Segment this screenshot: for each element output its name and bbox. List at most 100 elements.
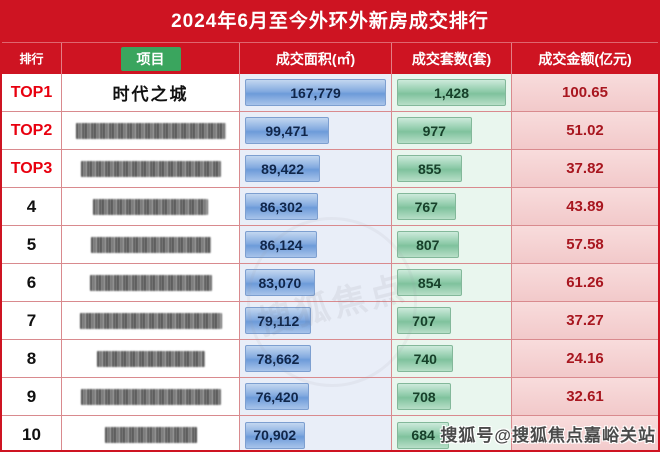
count-value: 707: [412, 312, 436, 329]
amount-value: 61.26: [566, 274, 604, 291]
area-cell: 86,302: [240, 188, 392, 225]
project-header-badge: 项目: [120, 46, 181, 71]
redacted-project-name: [96, 350, 205, 367]
redacted-project-name: [79, 312, 222, 329]
count-value: 684: [411, 427, 435, 443]
count-bar: 1,428: [397, 79, 506, 106]
amount-value: 43.89: [566, 198, 604, 215]
table-body: TOP1 时代之城 167,779 1,428 100.65 TOP2 99,4…: [2, 74, 658, 450]
count-value: 855: [417, 160, 442, 177]
area-bar: 70,902: [245, 421, 305, 449]
table-row: 8 78,662 740 24.16: [2, 340, 658, 378]
area-cell: 79,112: [240, 302, 392, 339]
amount-value: 37.82: [566, 160, 604, 177]
count-cell: 977: [392, 112, 512, 149]
header-project: 项目: [62, 43, 240, 74]
area-bar: 86,124: [245, 231, 318, 258]
project-cell: [62, 264, 240, 301]
amount-cell: 43.89: [512, 188, 658, 225]
rank-cell: 9: [2, 378, 62, 415]
count-bar: 684: [397, 421, 450, 449]
count-cell: 767: [392, 188, 512, 225]
area-cell: 167,779: [240, 74, 392, 111]
table-row: 7 79,112 707 37.27: [2, 302, 658, 340]
page-title: 2024年6月至今外环外新房成交排行: [2, 2, 658, 42]
header-rank: 排行: [2, 43, 62, 74]
count-cell: 684: [392, 416, 512, 450]
amount-cell: 32.61: [512, 378, 658, 415]
project-cell: [62, 188, 240, 225]
amount-cell: 24.16: [512, 340, 658, 377]
area-cell: 89,422: [240, 150, 392, 187]
count-value: 807: [416, 236, 440, 253]
area-bar: 79,112: [245, 307, 312, 334]
header-amount: 成交金额(亿元): [538, 50, 632, 67]
area-value: 76,420: [255, 388, 299, 405]
area-cell: 70,902: [240, 416, 392, 450]
rank-cell: 7: [2, 302, 62, 339]
project-cell: [62, 378, 240, 415]
table-row: 5 86,124 807 57.58: [2, 226, 658, 264]
count-cell: 807: [392, 226, 512, 263]
area-value: 78,662: [256, 350, 300, 367]
rank-cell: 8: [2, 340, 62, 377]
area-bar: 89,422: [245, 155, 321, 182]
amount-value: 57.58: [566, 236, 604, 253]
count-bar: 708: [397, 383, 452, 410]
table-row: TOP2 99,471 977 51.02: [2, 112, 658, 150]
amount-cell: 61.26: [512, 264, 658, 301]
amount-cell: 100.65: [512, 74, 658, 111]
amount-cell: [512, 416, 658, 450]
redacted-project-name: [80, 388, 221, 405]
count-bar: 807: [397, 231, 459, 258]
count-cell: 855: [392, 150, 512, 187]
redacted-project-name: [90, 236, 211, 253]
header-count: 成交套数(套): [392, 43, 512, 74]
project-name: 时代之城: [112, 85, 189, 104]
area-value: 70,902: [253, 427, 297, 443]
amount-cell: 37.82: [512, 150, 658, 187]
count-cell: 708: [392, 378, 512, 415]
area-value: 83,070: [258, 274, 302, 291]
count-value: 1,428: [433, 84, 470, 101]
area-value: 79,112: [257, 312, 300, 329]
redacted-project-name: [104, 427, 197, 443]
project-cell: [62, 150, 240, 187]
amount-value: 24.16: [566, 350, 604, 367]
amount-value: 37.27: [566, 312, 604, 329]
area-bar: 76,420: [245, 383, 310, 410]
area-bar: 99,471: [245, 117, 329, 144]
redacted-project-name: [93, 198, 208, 215]
project-cell: [62, 416, 240, 450]
rank-cell: TOP2: [2, 112, 62, 149]
count-bar: 707: [397, 307, 451, 334]
project-cell: [62, 302, 240, 339]
table-row: TOP1 时代之城 167,779 1,428 100.65: [2, 74, 658, 112]
table-row: TOP3 89,422 855 37.82: [2, 150, 658, 188]
rank-cell: 4: [2, 188, 62, 225]
redacted-project-name: [80, 160, 221, 177]
table-row: 10 70,902 684: [2, 416, 658, 450]
count-cell: 707: [392, 302, 512, 339]
count-value: 767: [414, 198, 438, 215]
table-header: 排行 项目 成交面积(㎡) 成交套数(套) 成交金额(亿元): [2, 42, 658, 74]
count-cell: 1,428: [392, 74, 512, 111]
amount-value: 51.02: [566, 122, 604, 139]
count-value: 977: [422, 122, 446, 139]
area-cell: 83,070: [240, 264, 392, 301]
area-cell: 99,471: [240, 112, 392, 149]
area-bar: 83,070: [245, 269, 315, 296]
count-bar: 854: [397, 269, 463, 296]
area-cell: 76,420: [240, 378, 392, 415]
project-cell: 时代之城: [62, 74, 240, 111]
rank-cell: TOP1: [2, 74, 62, 111]
area-value: 167,779: [290, 84, 341, 101]
amount-cell: 51.02: [512, 112, 658, 149]
area-bar: 78,662: [245, 345, 312, 372]
area-cell: 86,124: [240, 226, 392, 263]
rank-cell: TOP3: [2, 150, 62, 187]
rank-cell: 6: [2, 264, 62, 301]
area-bar: 86,302: [245, 193, 318, 220]
header-area: 成交面积(㎡): [240, 43, 392, 74]
